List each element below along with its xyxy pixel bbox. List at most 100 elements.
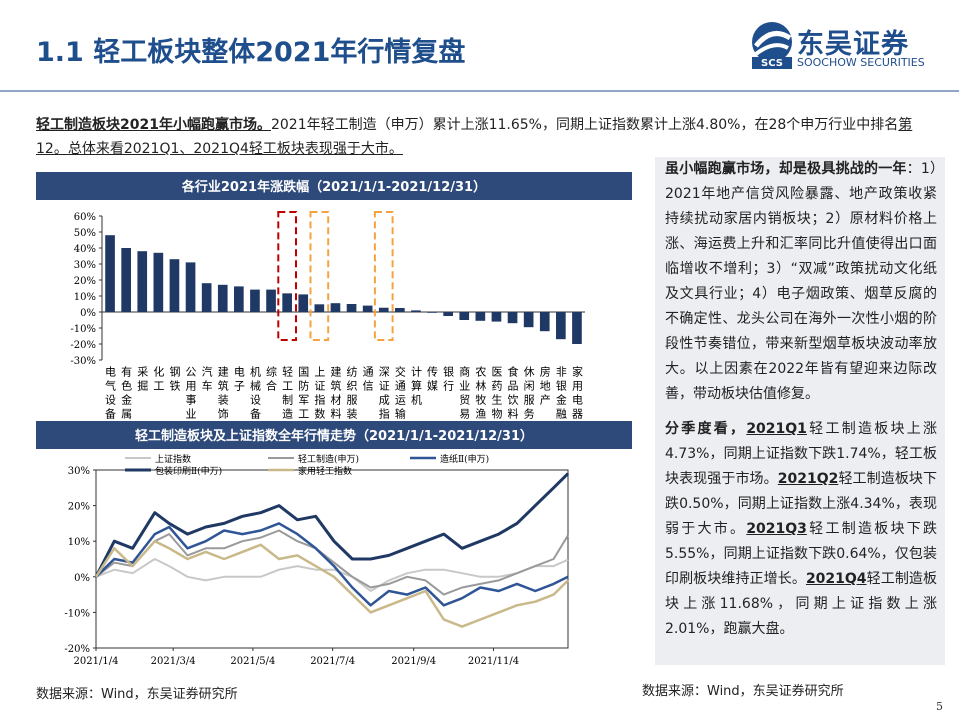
x-tick-label: 化工 (152, 365, 165, 394)
text-run: 2021Q1 (746, 421, 807, 437)
y-tick-label: 50% (74, 228, 96, 239)
y-tick-label: 30% (68, 466, 90, 477)
x-tick-label: 银行 (442, 365, 455, 394)
x-tick-label: 建筑装饰 (216, 365, 229, 422)
side-panel: 虽小幅跑赢市场，却是极具挑战的一年：1）2021年地产信贷风险暴露、地产政策收紧… (655, 157, 945, 665)
x-tick-label: 2021/9/4 (391, 656, 436, 667)
text-run: 2021Q3 (746, 521, 807, 537)
bar (314, 304, 325, 312)
svg-text:SCS: SCS (761, 58, 783, 69)
x-tick-label: 2021/5/4 (230, 656, 275, 667)
y-tick-label: -10% (64, 608, 90, 619)
bar (556, 312, 566, 340)
x-tick-label: 机械设备 (248, 365, 261, 422)
bar (217, 284, 228, 312)
y-tick-label: 10% (74, 292, 96, 303)
text-run: 2021Q4 (805, 571, 867, 587)
bar (378, 307, 389, 312)
series-line (94, 472, 570, 578)
source: 数据来源：Wind，东吴证券研究所 (36, 687, 238, 702)
bar (443, 312, 453, 316)
x-tick-label: 汽车 (200, 365, 213, 394)
line-title-band (36, 421, 632, 449)
bar (169, 259, 180, 312)
x-tick-label: 综合 (265, 365, 278, 394)
slide-title: 1.1 轻工板块整体2021年行情复盘 (36, 37, 466, 68)
bar (201, 283, 212, 312)
bar (234, 286, 244, 312)
highlight-box (309, 211, 330, 341)
bar (137, 251, 148, 312)
x-tick-label: 2021/11/4 (468, 656, 519, 667)
text-run: 轻工制造板块上涨4.73%，同期上证指数下跌1.74%，轻工板块表现强于市场。 (665, 421, 938, 487)
bar (523, 312, 534, 328)
bar (105, 235, 115, 312)
x-tick-label: 上证指数 (313, 366, 326, 422)
x-tick-label: 交通运输 (393, 365, 406, 422)
x-tick-label: 农林牧渔 (474, 365, 487, 422)
legend-label: 上证指数 (155, 453, 191, 465)
intro: 轻工制造板块2021年小幅跑赢市场。2021年轻工制造（申万）累计上涨11.65… (36, 113, 926, 161)
bar (427, 312, 437, 313)
text-run: ：1）2021年地产信贷风险暴露、地产政策收紧持续扰动家居内销板块；2）原材料价… (665, 161, 937, 402)
bar (121, 248, 131, 312)
legend-label: 家用轻工指数 (298, 465, 352, 477)
paragraph: 虽小幅跑赢市场，却是极具挑战的一年：1）2021年地产信贷风险暴露、地产政策收紧… (665, 157, 937, 407)
x-tick-label: 钢铁 (168, 366, 181, 394)
x-tick-label: 采掘 (136, 366, 149, 394)
bar (539, 312, 550, 332)
chart-title: 轻工制造板块及上证指数全年行情走势（2021/1/1-2021/12/31） (135, 428, 533, 444)
bar (572, 312, 582, 344)
logo-cn: 东吴证券 (797, 29, 909, 60)
series-line (94, 539, 569, 628)
bar (362, 305, 373, 312)
text-run: 轻工制造板块下跌0.50%，同期上证指数上涨4.34%，表现弱于大市。 (665, 471, 938, 537)
y-tick-label: 60% (74, 212, 96, 223)
bar (298, 294, 309, 312)
x-tick-label: 建筑材料 (329, 365, 342, 422)
y-tick-label: 30% (74, 260, 96, 271)
x-tick-label: 商业贸易 (458, 365, 471, 422)
series-line (95, 522, 569, 607)
logo-icon: SCS (752, 22, 792, 69)
x-tick-label: 深证成指 (377, 366, 390, 422)
x-tick-label: 非银金融 (554, 366, 567, 422)
bar (330, 303, 341, 312)
bar (475, 312, 486, 321)
text-run: 轻工制造板块2021年小幅跑赢市场。 (36, 117, 271, 133)
plot-frame (95, 469, 569, 649)
x-tick-label: 房地产 (538, 366, 551, 408)
x-tick-label: 纺织服装 (345, 365, 358, 422)
bar (346, 304, 357, 312)
x-tick-label: 公用事业 (184, 366, 197, 422)
x-tick-label: 计算机 (409, 366, 422, 408)
text-run: 轻工制造板块下跌5.55%，同期上证指数下跌0.64%，仅包装印刷板块维持正增长… (665, 521, 938, 587)
x-tick-label: 电子 (232, 366, 245, 394)
page-number: 5 (936, 700, 943, 713)
x-tick-label: 食品饮料 (506, 365, 519, 422)
legend-label: 包装印刷Ⅱ(申万) (155, 465, 222, 477)
bar-title-band (36, 172, 632, 200)
bar (507, 312, 518, 324)
bar (250, 289, 260, 312)
text-run: 虽小幅跑赢市场，却是极具挑战的一年 (665, 161, 907, 177)
text-run: 第12。总体来看2021Q1、2021Q4轻工板块表现强于大市。 (36, 117, 913, 157)
x-tick-label: 休闲服务 (522, 366, 535, 422)
series-line (95, 529, 569, 596)
x-tick-label: 传媒 (426, 366, 439, 394)
x-tick-label: 国防军工 (297, 366, 310, 422)
x-tick-label: 家用电器 (570, 365, 583, 422)
paragraph: 分季度看，2021Q1轻工制造板块上涨4.73%，同期上证指数下跌1.74%，轻… (665, 417, 937, 642)
y-tick-label: -30% (70, 356, 96, 367)
y-tick-label: -20% (64, 644, 90, 655)
logo-en: SOOCHOW SECURITIES (797, 56, 925, 69)
legend-label: 轻工制造(申万) (298, 453, 359, 465)
text-run: 2021Q2 (777, 471, 839, 487)
bar (153, 252, 164, 312)
chart-title: 各行业2021年涨跌幅（2021/1/1-2021/12/31） (181, 179, 486, 195)
bar (395, 308, 405, 312)
x-tick-label: 轻工制造 (281, 365, 294, 422)
x-tick-label: 通信 (361, 366, 374, 394)
